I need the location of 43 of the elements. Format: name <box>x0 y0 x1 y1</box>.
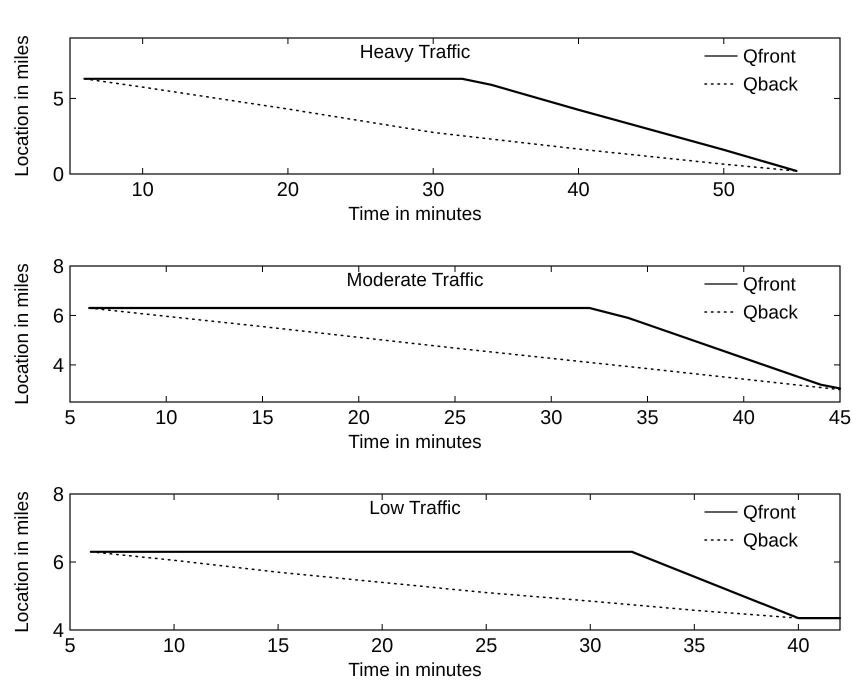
x-tick-label: 25 <box>475 635 498 657</box>
x-axis-title: Time in minutes <box>348 432 482 453</box>
y-tick-label: 4 <box>52 620 64 642</box>
chart-title: Low Traffic <box>369 498 461 519</box>
x-tick-label: 10 <box>162 635 186 657</box>
x-tick-label: 35 <box>636 407 659 429</box>
x-axis-title: Time in minutes <box>348 660 482 681</box>
x-tick-label: 15 <box>251 407 274 429</box>
x-tick-label: 30 <box>579 635 602 657</box>
legend-label: Qfront <box>743 46 797 68</box>
x-tick-label: 40 <box>732 407 755 429</box>
legend-label: Qback <box>743 302 798 324</box>
x-tick-label: 30 <box>422 179 444 201</box>
x-tick-label: 40 <box>567 179 590 201</box>
y-tick-label: 4 <box>52 354 64 377</box>
chart-title: Moderate Traffic <box>346 270 484 291</box>
legend-label: Qback <box>743 74 798 96</box>
y-tick-label: 6 <box>52 305 64 328</box>
y-tick-label: 6 <box>52 552 64 574</box>
y-tick-label: 5 <box>52 88 64 110</box>
x-tick-label: 10 <box>155 407 178 429</box>
y-tick-label: 8 <box>52 484 64 506</box>
y-axis-title: Location in miles <box>12 263 33 405</box>
legend-label: Qback <box>743 530 798 552</box>
y-tick-label: 8 <box>52 256 64 278</box>
x-tick-label: 20 <box>371 635 394 657</box>
x-tick-label: 50 <box>712 179 735 201</box>
x-tick-label: 35 <box>683 635 706 657</box>
x-tick-label: 20 <box>276 179 300 201</box>
chart-title: Heavy Traffic <box>360 42 470 63</box>
legend-label: Qfront <box>743 274 797 296</box>
x-tick-label: 20 <box>348 407 370 429</box>
legend-label: Qfront <box>743 502 797 524</box>
y-axis-title: Location in miles <box>12 35 33 177</box>
x-tick-label: 40 <box>787 635 810 657</box>
y-axis-title: Location in miles <box>12 491 33 633</box>
x-tick-label: 15 <box>266 635 290 657</box>
x-tick-label: 25 <box>444 407 466 429</box>
x-axis-title: Time in minutes <box>348 204 482 225</box>
y-tick-label: 0 <box>52 164 64 186</box>
x-tick-label: 45 <box>828 407 852 429</box>
x-tick-label: 30 <box>540 407 562 429</box>
x-tick-label: 10 <box>132 179 154 201</box>
